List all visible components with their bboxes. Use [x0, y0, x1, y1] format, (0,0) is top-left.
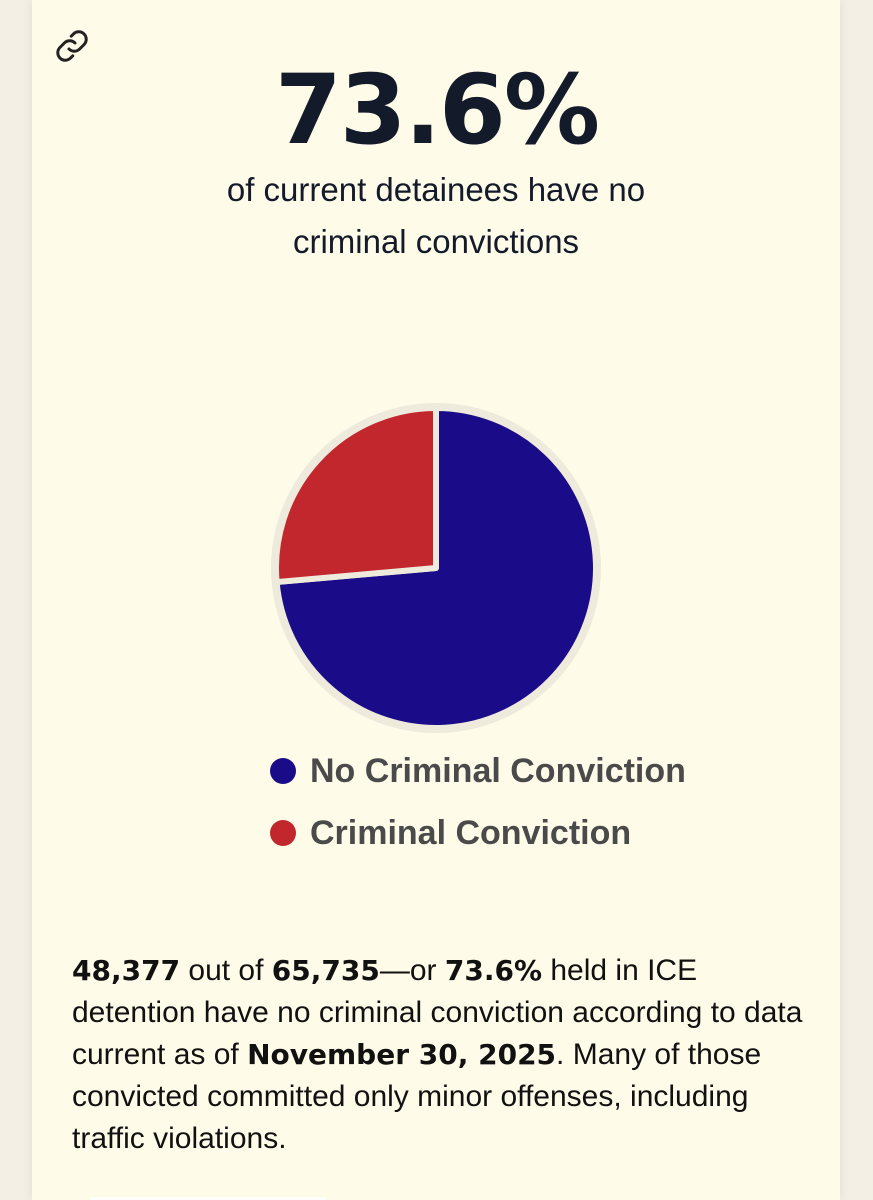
legend-item: Criminal Conviction [270, 802, 770, 864]
summary-out-of: out of [180, 954, 272, 987]
legend-dot [270, 758, 296, 784]
count-no-conviction: 48,377 [72, 954, 181, 987]
summary-or: —or [379, 954, 445, 987]
headline-subtitle: of current detainees have no criminal co… [226, 171, 646, 260]
legend-label: No Criminal Conviction [310, 751, 686, 790]
count-total: 65,735 [271, 954, 380, 987]
summary-end: . Many of those convicted committed only… [72, 1038, 762, 1155]
chart-legend: No Criminal Conviction Criminal Convictio… [270, 740, 770, 864]
bottom-divider [90, 1197, 326, 1200]
legend-label: Criminal Conviction [310, 813, 632, 852]
legend-item: No Criminal Conviction [270, 740, 770, 802]
summary-text: 48,377 out of 65,735—or 73.6% held in IC… [72, 950, 812, 1160]
summary-held: held in ICE detention have no criminal c… [72, 954, 803, 1071]
summary-date: November 30, 2025 [247, 1038, 557, 1071]
link-icon[interactable] [54, 28, 90, 64]
summary-percent: 73.6% [444, 954, 543, 987]
legend-dot [270, 820, 296, 846]
headline-stat: 73.6% [274, 54, 600, 166]
pie-chart [271, 403, 601, 733]
pie-slice-criminal-conviction [273, 405, 439, 586]
